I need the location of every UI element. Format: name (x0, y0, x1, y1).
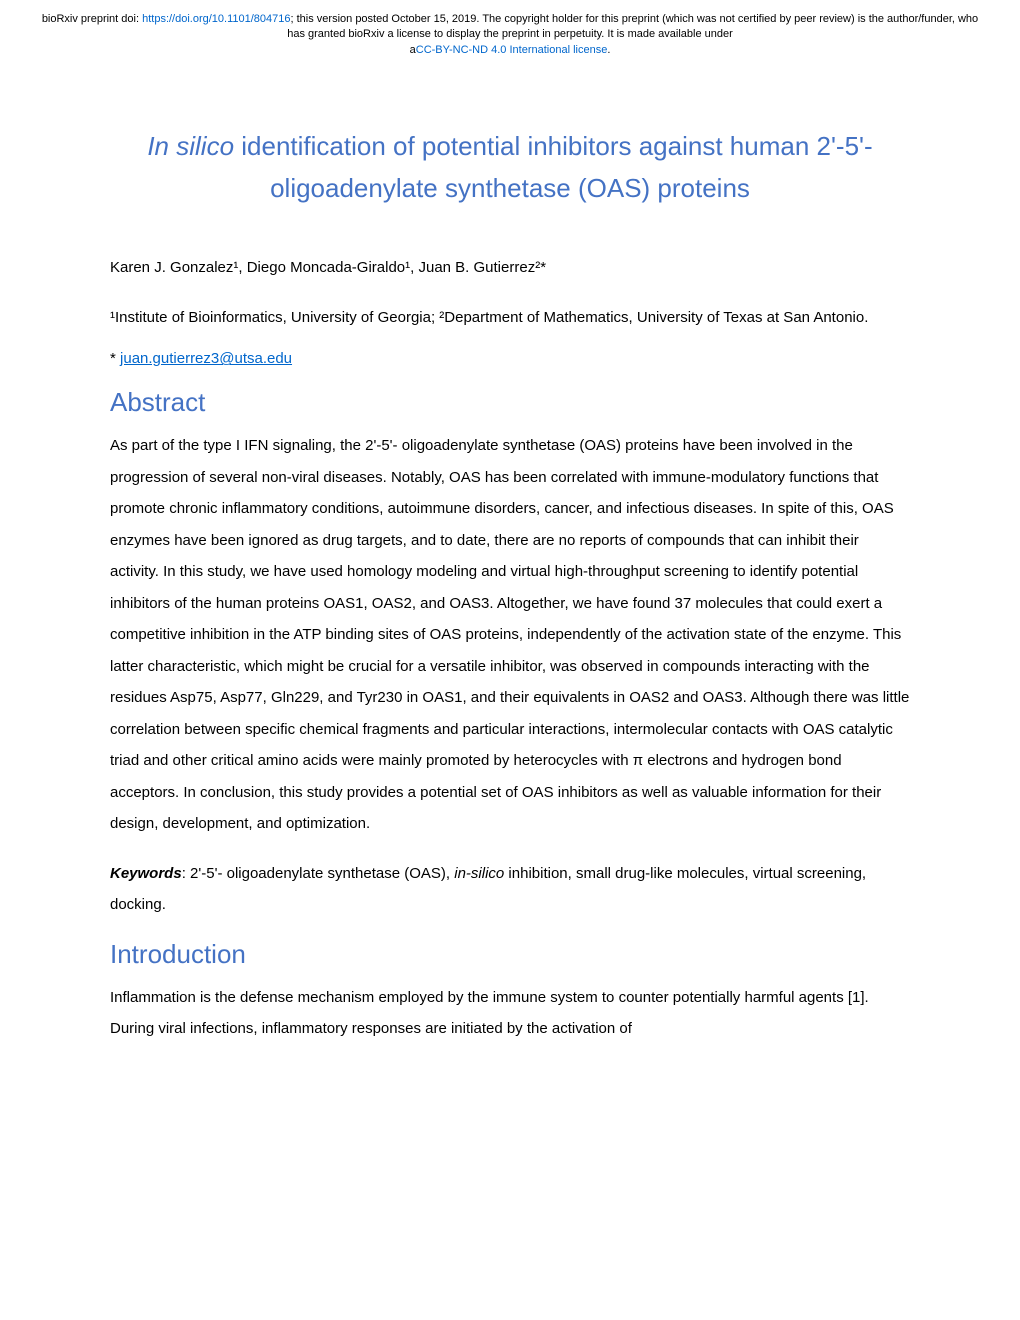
preprint-version: ; this version posted October 15, 2019. … (287, 13, 978, 40)
authors: Karen J. Gonzalez¹, Diego Moncada-Girald… (110, 259, 910, 276)
correspondence-email[interactable]: juan.gutierrez3@utsa.edu (120, 350, 292, 367)
abstract-heading: Abstract (110, 387, 910, 418)
content-area: In silico identification of potential in… (0, 66, 1020, 1103)
introduction-heading: Introduction (110, 939, 910, 970)
license-link[interactable]: CC-BY-NC-ND 4.0 International license (416, 44, 608, 56)
correspondence-prefix: * (110, 350, 120, 367)
keywords-in-silico: in-silico (454, 865, 504, 882)
keywords: Keywords: 2'-5'- oligoadenylate syntheta… (110, 858, 910, 921)
preprint-prefix: bioRxiv preprint doi: (42, 13, 142, 25)
affiliations: ¹Institute of Bioinformatics, University… (110, 306, 910, 330)
introduction-text: Inflammation is the defense mechanism em… (110, 982, 910, 1045)
license-suffix: . (607, 44, 610, 56)
doi-link[interactable]: https://doi.org/10.1101/804716 (142, 13, 290, 25)
paper-title: In silico identification of potential in… (110, 126, 910, 209)
keywords-label: Keywords (110, 865, 182, 882)
title-rest: identification of potential inhibitors a… (234, 131, 873, 203)
preprint-notice: bioRxiv preprint doi: https://doi.org/10… (0, 0, 1020, 66)
keywords-before: : 2'-5'- oligoadenylate synthetase (OAS)… (182, 865, 455, 882)
abstract-text: As part of the type I IFN signaling, the… (110, 430, 910, 840)
title-italic: In silico (147, 131, 234, 161)
correspondence: * juan.gutierrez3@utsa.edu (110, 350, 910, 367)
